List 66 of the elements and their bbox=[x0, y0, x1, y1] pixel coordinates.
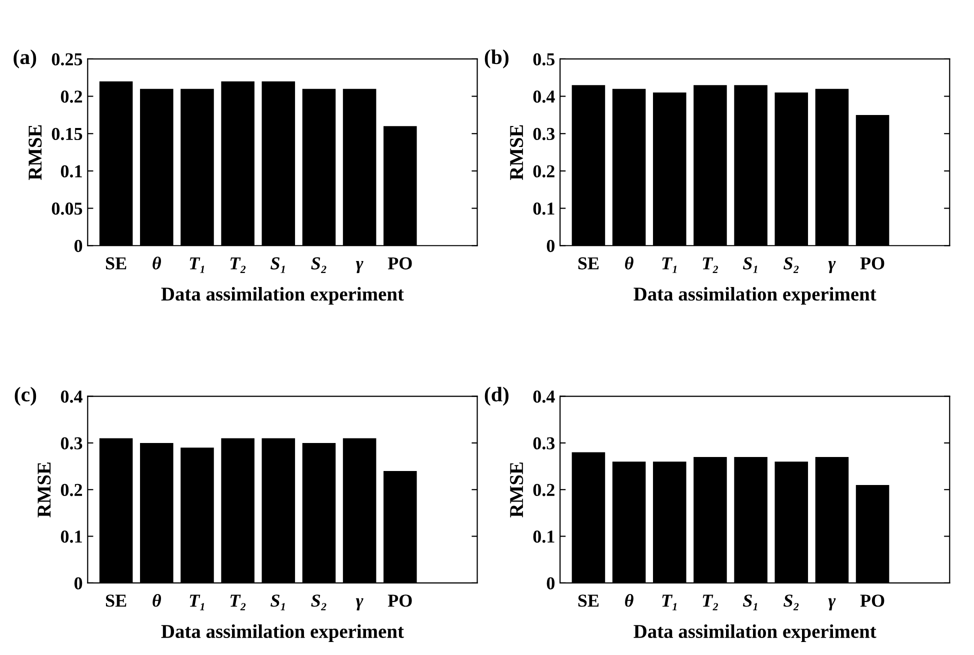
y-tick-label: 0.3 bbox=[533, 437, 555, 450]
x-tick-label: γ bbox=[356, 260, 364, 274]
chart-title: (b) bbox=[484, 50, 508, 68]
x-tick-label: T₂ bbox=[702, 257, 718, 273]
x-tick-label: PO bbox=[860, 594, 884, 607]
x-tick-label: γ bbox=[828, 598, 836, 610]
x-axis-title: Data assimilation experiment bbox=[634, 287, 876, 305]
x-tick-label: T₂ bbox=[230, 594, 246, 610]
x-axis-title: Data assimilation experiment bbox=[161, 287, 404, 305]
chart-title: (d) bbox=[484, 386, 508, 406]
y-axis-title: RMSE bbox=[38, 462, 51, 518]
x-tick-label: SE bbox=[578, 594, 599, 607]
y-tick-label: 0.5 bbox=[533, 53, 555, 66]
x-tick-label: S₁ bbox=[270, 594, 285, 610]
y-tick-label: 0.2 bbox=[60, 484, 82, 496]
y-tick-label: 0.25 bbox=[52, 53, 82, 66]
y-axis-title: RMSE bbox=[28, 125, 42, 180]
x-tick-label: T₁ bbox=[662, 594, 676, 610]
y-tick-label: 0.05 bbox=[52, 202, 82, 215]
y-tick-label: 0.3 bbox=[60, 437, 82, 450]
y-tick-label: 0 bbox=[74, 240, 82, 252]
x-axis-title: Data assimilation experiment bbox=[634, 624, 876, 642]
x-tick-label: SE bbox=[578, 257, 599, 270]
y-axis-title: RMSE bbox=[510, 462, 524, 518]
x-tick-label: T₁ bbox=[190, 257, 204, 273]
chart-title: (a) bbox=[14, 50, 36, 68]
x-tick-label: T₂ bbox=[702, 594, 718, 610]
x-tick-label: T₁ bbox=[662, 257, 676, 273]
chart-title: (c) bbox=[14, 386, 36, 406]
x-tick-label: S₂ bbox=[784, 594, 799, 610]
y-tick-label: 0.4 bbox=[60, 390, 82, 403]
x-tick-label: S₁ bbox=[270, 257, 285, 273]
x-tick-label: PO bbox=[860, 257, 884, 270]
y-tick-label: 0 bbox=[546, 577, 554, 590]
y-axis-title: RMSE bbox=[510, 125, 524, 180]
y-tick-label: 0.3 bbox=[533, 128, 555, 140]
y-tick-label: 0.1 bbox=[533, 530, 554, 543]
y-tick-label: 0.15 bbox=[52, 128, 82, 140]
x-tick-label: θ bbox=[625, 594, 634, 607]
x-tick-label: S₂ bbox=[311, 594, 326, 610]
x-tick-label: PO bbox=[388, 594, 412, 607]
y-tick-label: 0.2 bbox=[533, 165, 554, 178]
y-tick-label: 0.4 bbox=[533, 90, 555, 103]
x-tick-label: θ bbox=[625, 256, 634, 270]
x-tick-label: SE bbox=[106, 257, 126, 270]
x-tick-label: S₁ bbox=[742, 257, 758, 273]
x-tick-label: T₁ bbox=[190, 594, 204, 610]
x-tick-label: θ bbox=[152, 256, 162, 270]
x-tick-label: SE bbox=[106, 594, 126, 607]
x-tick-label: S₁ bbox=[742, 594, 758, 610]
x-tick-label: PO bbox=[388, 257, 412, 270]
x-tick-label: T₂ bbox=[230, 257, 246, 273]
x-tick-label: S₂ bbox=[784, 257, 799, 273]
x-tick-label: γ bbox=[356, 598, 364, 610]
y-tick-label: 0.1 bbox=[533, 202, 554, 215]
x-tick-label: S₂ bbox=[311, 257, 326, 273]
x-tick-label: θ bbox=[152, 594, 162, 607]
y-tick-label: 0 bbox=[74, 577, 82, 590]
y-tick-label: 0.1 bbox=[60, 165, 82, 178]
y-tick-label: 0.2 bbox=[533, 484, 554, 496]
x-axis-title: Data assimilation experiment bbox=[161, 624, 404, 642]
y-tick-label: 0.4 bbox=[533, 390, 555, 403]
x-tick-label: γ bbox=[828, 260, 836, 274]
y-tick-label: 0.1 bbox=[60, 530, 82, 543]
y-tick-label: 0 bbox=[546, 240, 554, 252]
y-tick-label: 0.2 bbox=[60, 90, 82, 103]
